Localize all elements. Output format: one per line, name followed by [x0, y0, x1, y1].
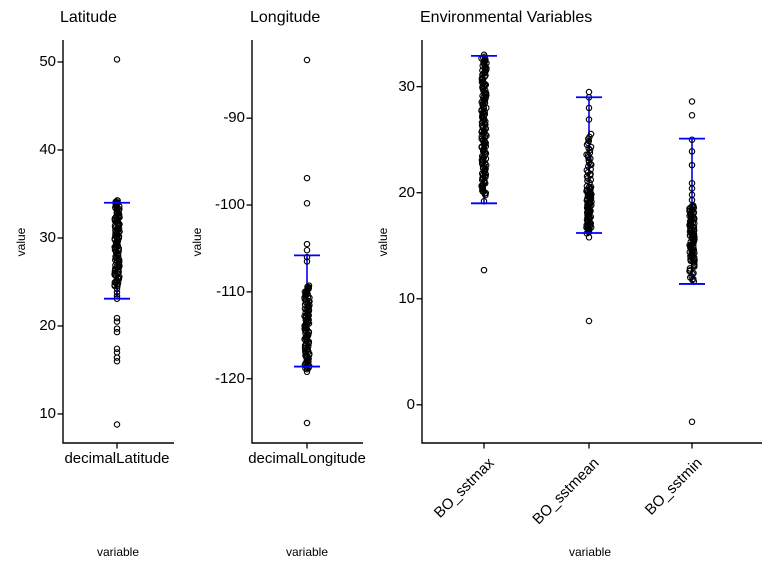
- data-point: [303, 368, 311, 376]
- data-point: [113, 56, 121, 63]
- data-point: [690, 259, 698, 266]
- data-point: [688, 98, 696, 105]
- data-point: [585, 317, 593, 325]
- data-point: [585, 234, 593, 241]
- data-point: [113, 325, 121, 332]
- panel-title-latitude: Latitude: [60, 9, 117, 26]
- y-tick-label: -110: [216, 282, 245, 300]
- x-axis-title-latitude: variable: [96, 545, 140, 559]
- x-axis-title-environmental: variable: [568, 545, 612, 559]
- panel-title-longitude: Longitude: [250, 9, 321, 26]
- x-axis-title-longitude: variable: [285, 545, 329, 559]
- data-point: [688, 185, 696, 192]
- y-tick-label: -120: [214, 369, 245, 387]
- data-point: [113, 289, 121, 296]
- data-point: [303, 240, 311, 248]
- x-tick-label-decimalLatitude: decimalLatitude: [64, 450, 170, 467]
- data-point: [303, 200, 311, 207]
- data-point: [585, 104, 593, 112]
- y-tick-label: -90: [223, 109, 245, 127]
- data-point: [583, 151, 590, 158]
- y-axis-title-environmental: value: [376, 227, 390, 257]
- y-tick-label: -100: [214, 196, 245, 214]
- data-point: [688, 148, 696, 155]
- data-point: [303, 174, 311, 182]
- data-point: [587, 130, 595, 138]
- axis-line: [251, 40, 363, 444]
- data-point: [688, 136, 696, 143]
- data-point: [688, 161, 696, 169]
- data-point: [688, 112, 696, 119]
- y-tick-label: 20: [39, 316, 56, 334]
- x-tick-label-decimalLongitude: decimalLongitude: [248, 450, 366, 467]
- axis-line: [62, 40, 174, 444]
- data-point: [303, 246, 311, 254]
- y-tick-label: 50: [39, 52, 56, 70]
- data-point: [113, 349, 121, 356]
- data-point: [585, 116, 593, 123]
- data-point: [303, 258, 311, 265]
- data-point: [480, 266, 488, 274]
- y-axis-title-longitude: value: [190, 227, 204, 257]
- data-point: [113, 357, 121, 365]
- data-point: [113, 421, 121, 428]
- data-point: [585, 88, 593, 96]
- data-point: [304, 283, 311, 291]
- y-tick-label: 30: [39, 228, 56, 246]
- y-tick-label: 0: [406, 395, 415, 413]
- y-tick-label: 10: [398, 289, 415, 307]
- data-point: [113, 314, 121, 322]
- data-point: [586, 149, 594, 157]
- y-tick-label: 30: [398, 77, 415, 95]
- data-point: [688, 196, 696, 204]
- data-point: [480, 51, 488, 59]
- data-point: [303, 253, 311, 261]
- data-point: [478, 78, 486, 86]
- data-point: [587, 183, 595, 191]
- data-point: [303, 419, 311, 427]
- data-point: [112, 227, 119, 234]
- data-point: [113, 328, 121, 336]
- data-point: [113, 345, 121, 353]
- y-tick-label: 10: [39, 404, 56, 422]
- data-point: [113, 354, 121, 361]
- y-tick-label: 20: [398, 183, 415, 201]
- axis-line: [421, 40, 762, 444]
- data-point: [113, 285, 121, 293]
- data-point: [305, 282, 313, 289]
- y-tick-label: 40: [39, 140, 56, 158]
- panel-title-environmental-variables: Environmental Variables: [420, 9, 593, 26]
- data-point: [113, 318, 121, 325]
- data-point: [583, 182, 591, 190]
- data-point: [303, 56, 311, 64]
- data-point: [583, 166, 591, 174]
- data-point: [688, 418, 696, 426]
